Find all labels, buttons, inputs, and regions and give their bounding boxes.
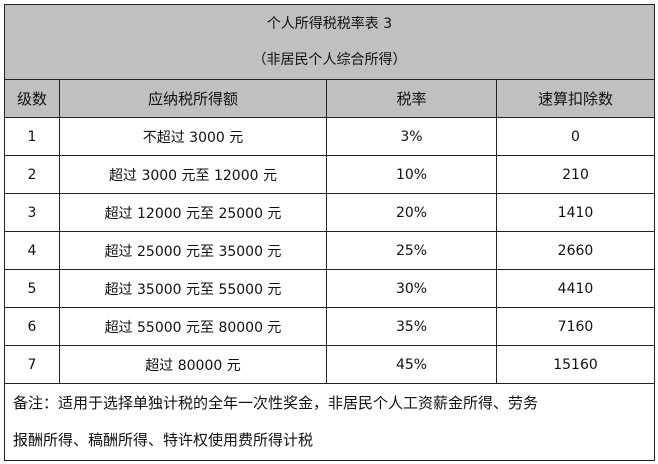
table-row: 4 超过 25000 元至 35000 元 25% 2660: [4, 231, 655, 270]
table-cell: 超过 35000 元至 55000 元: [59, 269, 327, 308]
table-row: 2 超过 3000 元至 12000 元 10% 210: [4, 155, 655, 194]
header-row: 级数 应纳税所得额 税率 速算扣除数: [4, 79, 655, 118]
table-cell: 5: [4, 269, 60, 308]
table-cell: 25%: [326, 231, 497, 270]
header-cell: 速算扣除数: [496, 79, 655, 118]
header-cell: 级数: [4, 79, 60, 118]
table-cell: 1410: [496, 193, 655, 232]
table-title-row: 个人所得税税率表 3 （非居民个人综合所得）: [4, 4, 655, 80]
table-cell: 45%: [326, 345, 497, 384]
table-cell: 0: [496, 117, 655, 156]
table-cell: 20%: [326, 193, 497, 232]
table-row: 7 超过 80000 元 45% 15160: [4, 345, 655, 384]
table-row: 1 不超过 3000 元 3% 0: [4, 117, 655, 156]
table-cell: 15160: [496, 345, 655, 384]
tax-rate-table: 个人所得税税率表 3 （非居民个人综合所得） 级数 应纳税所得额 税率 速算扣除…: [4, 4, 655, 461]
table-cell: 30%: [326, 269, 497, 308]
table-cell: 3: [4, 193, 60, 232]
table-cell: 超过 80000 元: [59, 345, 327, 384]
table-cell: 210: [496, 155, 655, 194]
table-cell: 7160: [496, 307, 655, 346]
table-cell: 2: [4, 155, 60, 194]
table-cell: 超过 3000 元至 12000 元: [59, 155, 327, 194]
note-row: 备注：适用于选择单独计税的全年一次性奖金，非居民个人工资薪金所得、劳务 报酬所得…: [4, 383, 655, 461]
table-cell: 2660: [496, 231, 655, 270]
table-cell: 4410: [496, 269, 655, 308]
note-line: 备注：适用于选择单独计税的全年一次性奖金，非居民个人工资薪金所得、劳务: [13, 394, 539, 412]
table-cell: 35%: [326, 307, 497, 346]
table-cell: 超过 25000 元至 35000 元: [59, 231, 327, 270]
table-cell: 7: [4, 345, 60, 384]
table-cell: 不超过 3000 元: [59, 117, 327, 156]
table-cell: 10%: [326, 155, 497, 194]
table-cell: 3%: [326, 117, 497, 156]
table-title: 个人所得税税率表 3: [266, 16, 393, 32]
header-cell: 应纳税所得额: [59, 79, 327, 118]
table-cell: 6: [4, 307, 60, 346]
note-line: 报酬所得、稿酬所得、特许权使用费所得计税: [13, 431, 314, 449]
table-cell: 超过 12000 元至 25000 元: [59, 193, 327, 232]
table-cell: 1: [4, 117, 60, 156]
table-cell: 超过 55000 元至 80000 元: [59, 307, 327, 346]
table-row: 5 超过 35000 元至 55000 元 30% 4410: [4, 269, 655, 308]
table-row: 6 超过 55000 元至 80000 元 35% 7160: [4, 307, 655, 346]
table-cell: 4: [4, 231, 60, 270]
table-subtitle: （非居民个人综合所得）: [252, 52, 407, 68]
table-row: 3 超过 12000 元至 25000 元 20% 1410: [4, 193, 655, 232]
header-cell: 税率: [326, 79, 497, 118]
